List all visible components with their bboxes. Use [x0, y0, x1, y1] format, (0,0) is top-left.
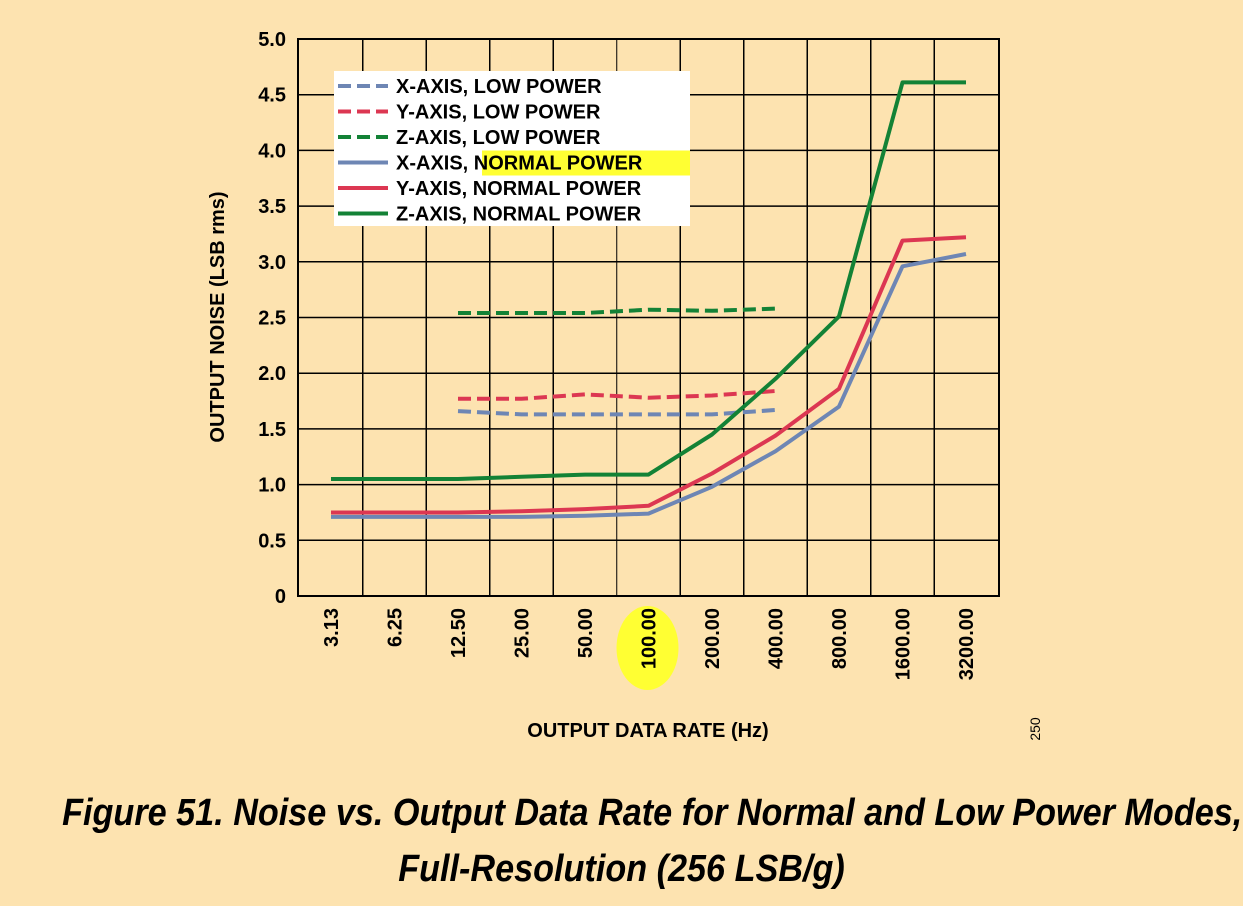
legend-label-mode: NORMAL POWER: [473, 204, 642, 226]
y-tick-label: 4.0: [258, 140, 286, 162]
y-tick-label: 3.0: [258, 252, 286, 274]
legend-label-axis: Z-AXIS,: [396, 204, 473, 226]
legend-label: X-AXIS, NORMAL POWER: [396, 153, 643, 175]
x-tick-highlight: [616, 606, 679, 690]
legend-label: Y-AXIS, LOW POWER: [396, 102, 601, 124]
legend-label-axis: X-AXIS,: [396, 153, 474, 175]
x-tick-label: 3200.00: [956, 608, 978, 680]
x-tick-label: 50.00: [575, 608, 597, 658]
legend-highlight: [482, 150, 690, 176]
x-tick-label: 100.00: [639, 608, 661, 669]
series-line-4: [331, 252, 967, 519]
x-tick-label: 200.00: [702, 608, 724, 669]
highlight-layer: [616, 606, 679, 690]
noise-chart: 0 0.5 1.0 1.5 2.0 2.5 3.0 3.5 4.0 4.5 5.0 3.13 6.25…: [207, 29, 1043, 742]
x-tick-labels: 3.13 6.25 12.50 25.00 50.00 100.00 200.00 400.0…: [321, 608, 978, 680]
x-tick-label: 3.13: [321, 608, 343, 647]
series-line-2: [458, 389, 776, 401]
y-tick-label: 1.0: [258, 475, 286, 497]
legend-label-mode: NORMAL POWER: [474, 153, 643, 175]
x-tick-label: 1600.00: [893, 608, 915, 680]
legend-label: Z-AXIS, NORMAL POWER: [396, 204, 642, 226]
legend-label-axis: Y-AXIS,: [396, 102, 473, 124]
legend-box: [334, 71, 690, 226]
x-tick-label: 6.25: [385, 608, 407, 647]
legend-label-axis: Z-AXIS,: [396, 127, 473, 149]
series-line-1: [457, 408, 776, 417]
series-line-6: [331, 80, 966, 481]
y-tick-label: 3.5: [258, 196, 286, 218]
legend-label-axis: X-AXIS,: [396, 76, 474, 98]
legend-label: X-AXIS, LOW POWER: [396, 76, 602, 98]
legend-label-mode: NORMAL POWER: [473, 178, 642, 200]
x-tick-label: 400.00: [766, 608, 788, 669]
y-tick-label: 1.5: [258, 419, 286, 441]
legend-label: Z-AXIS, LOW POWER: [396, 127, 601, 149]
y-tick-label: 0.5: [258, 530, 286, 552]
series-line-5: [331, 235, 967, 515]
y-axis-label: OUTPUT NOISE (LSB rms): [207, 191, 229, 442]
series-line-3: [458, 306, 776, 315]
legend-label-mode: LOW POWER: [473, 127, 601, 149]
legend-label-mode: LOW POWER: [473, 102, 601, 124]
plot-frame: [297, 38, 1000, 597]
y-tick-label: 2.0: [258, 363, 286, 385]
x-tick-label: 12.50: [448, 608, 470, 658]
y-tick-label: 2.5: [258, 308, 286, 330]
y-tick-label: 0: [275, 586, 286, 608]
series-layer: [331, 80, 967, 519]
legend-label-axis: Y-AXIS,: [396, 178, 473, 200]
figure-caption-line2: Full-Resolution (256 LSB/g): [398, 848, 845, 890]
legend-label: Y-AXIS, NORMAL POWER: [396, 178, 642, 200]
y-tick-label: 5.0: [258, 29, 286, 51]
y-tick-labels: 0 0.5 1.0 1.5 2.0 2.5 3.0 3.5 4.0 4.5 5.0: [258, 29, 286, 608]
x-tick-label: 800.00: [829, 608, 851, 669]
x-tick-label: 25.00: [512, 608, 534, 658]
legend-label-mode: LOW POWER: [474, 76, 602, 98]
x-axis-label: OUTPUT DATA RATE (Hz): [527, 720, 768, 742]
figure-caption-line1: Figure 51. Noise vs. Output Data Rate fo…: [62, 792, 1243, 834]
y-tick-label: 4.5: [258, 85, 286, 107]
figure-number: 250: [1027, 717, 1043, 741]
